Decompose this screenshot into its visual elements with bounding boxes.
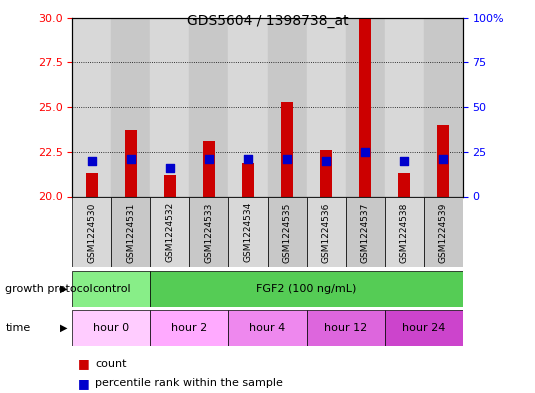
Text: ■: ■ [78,376,89,390]
Point [361,149,369,155]
Bar [268,196,307,267]
Text: GSM1224533: GSM1224533 [204,202,213,263]
Bar [320,150,332,196]
Bar [228,18,268,196]
Text: GSM1224534: GSM1224534 [243,202,253,263]
Bar [307,196,346,267]
Text: percentile rank within the sample: percentile rank within the sample [95,378,283,388]
Text: GSM1224531: GSM1224531 [126,202,135,263]
Text: count: count [95,358,127,369]
Bar [111,196,150,267]
Bar [125,130,136,196]
Text: GSM1224539: GSM1224539 [439,202,448,263]
Bar [111,18,150,196]
Bar [307,310,385,346]
Bar [228,310,307,346]
Bar [150,310,228,346]
Point [205,156,213,162]
Bar [346,196,385,267]
Bar [164,175,175,196]
Bar [268,18,307,196]
Text: hour 24: hour 24 [402,323,446,333]
Point [439,156,447,162]
Bar [150,271,463,307]
Point [88,158,96,164]
Text: growth protocol: growth protocol [5,284,93,294]
Bar [72,271,150,307]
Point [400,158,409,164]
Text: hour 0: hour 0 [93,323,129,333]
Bar [72,18,111,196]
Text: FGF2 (100 ng/mL): FGF2 (100 ng/mL) [256,284,357,294]
Bar [150,18,189,196]
Bar [203,141,215,196]
Text: GDS5604 / 1398738_at: GDS5604 / 1398738_at [187,14,348,28]
Text: GSM1224538: GSM1224538 [400,202,409,263]
Text: GSM1224535: GSM1224535 [282,202,292,263]
Bar [150,196,189,267]
Text: ■: ■ [78,357,89,370]
Bar [385,18,424,196]
Bar [86,173,97,196]
Bar [281,102,293,196]
Point [166,165,174,171]
Text: GSM1224532: GSM1224532 [165,202,174,263]
Bar [242,163,254,196]
Bar [189,18,228,196]
Text: time: time [5,323,30,333]
Bar [399,173,410,196]
Bar [72,196,111,267]
Point [244,156,253,162]
Bar [385,310,463,346]
Bar [307,18,346,196]
Text: GSM1224530: GSM1224530 [87,202,96,263]
Text: ▶: ▶ [60,284,68,294]
Bar [72,310,150,346]
Text: hour 2: hour 2 [171,323,208,333]
Point [127,156,135,162]
Bar [385,196,424,267]
Point [322,158,331,164]
Bar [424,18,463,196]
Text: hour 4: hour 4 [249,323,286,333]
Bar [360,18,371,196]
Bar [228,196,268,267]
Text: control: control [92,284,131,294]
Bar [438,125,449,196]
Bar [424,196,463,267]
Text: hour 12: hour 12 [324,323,367,333]
Bar [346,18,385,196]
Point [283,156,292,162]
Bar [189,196,228,267]
Text: ▶: ▶ [60,323,68,333]
Text: GSM1224536: GSM1224536 [322,202,331,263]
Text: GSM1224537: GSM1224537 [361,202,370,263]
